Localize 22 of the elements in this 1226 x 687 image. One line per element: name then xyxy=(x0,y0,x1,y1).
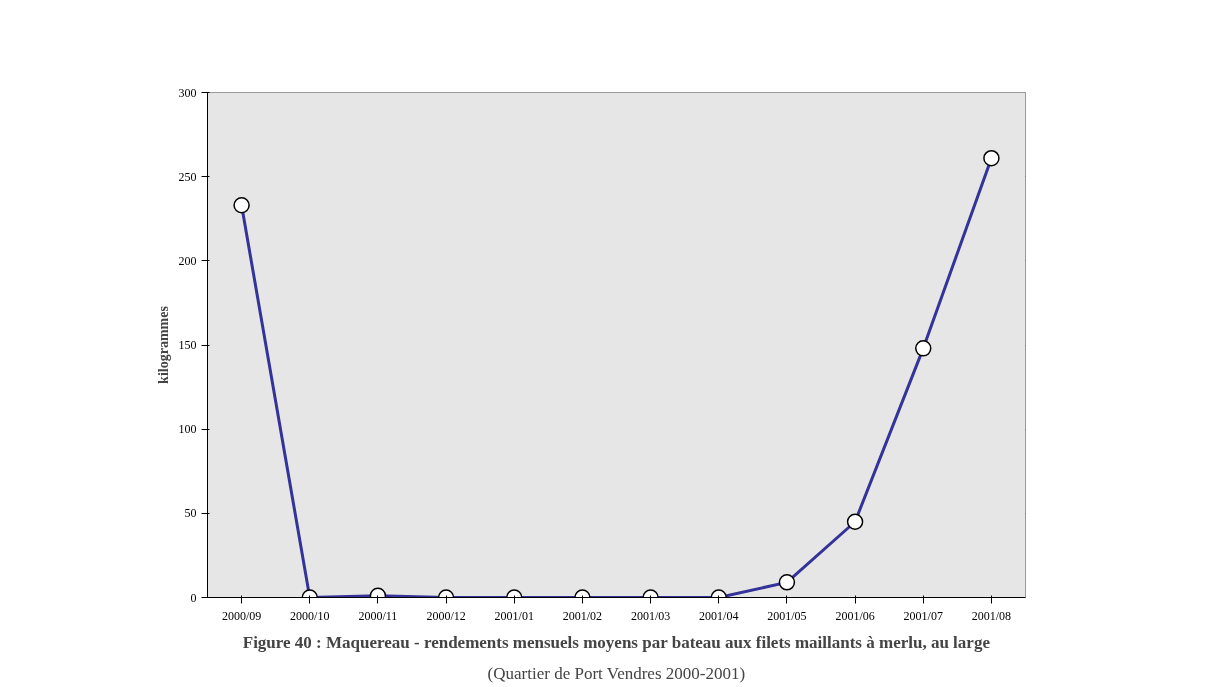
y-tick-label: 250 xyxy=(178,169,197,184)
y-tick-label: 50 xyxy=(184,506,197,521)
y-tick-label: 200 xyxy=(178,253,197,268)
y-tick-label: 300 xyxy=(178,85,197,100)
x-tick-label: 2001/03 xyxy=(630,608,671,623)
x-tick-label: 2000/10 xyxy=(290,608,330,623)
x-tick-label: 2001/01 xyxy=(494,608,534,623)
y-axis-title: kilogrammes xyxy=(155,305,171,384)
x-tick-label: 2001/02 xyxy=(562,608,603,623)
y-tick-label: 100 xyxy=(178,422,197,437)
x-tick-label: 2001/08 xyxy=(971,608,1012,623)
x-tick-label: 2000/09 xyxy=(221,608,262,623)
x-tick-label: 2001/06 xyxy=(835,608,875,623)
x-tick-label: 2001/04 xyxy=(699,608,739,623)
y-tick-label: 0 xyxy=(190,590,197,605)
x-tick-label: 2001/07 xyxy=(903,608,943,623)
y-tick-label: 150 xyxy=(178,338,197,352)
x-tick-label: 2000/12 xyxy=(426,608,466,623)
text: Figure 40 : Maquereau - rendements mensuels moyens par bateau aux filets maillants à merlu, au large xyxy=(242,632,991,652)
x-tick-label: 2000/11 xyxy=(358,608,398,623)
text: (Quartier de Port Vendres 2000-2001) xyxy=(487,663,746,683)
x-tick-label: 2001/05 xyxy=(767,608,807,623)
